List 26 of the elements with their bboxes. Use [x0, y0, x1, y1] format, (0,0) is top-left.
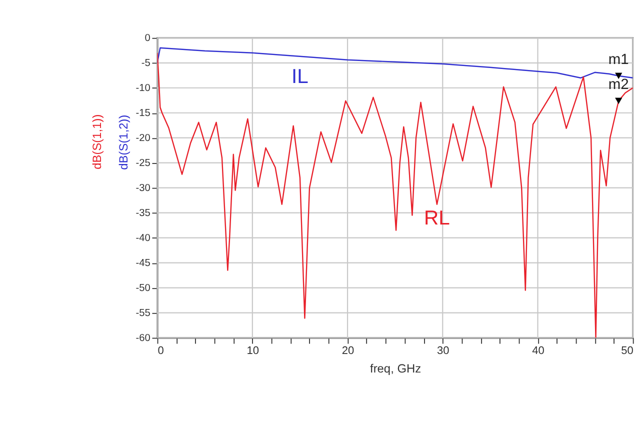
y-tick-label: -55 — [136, 308, 151, 320]
y-tick-label: -15 — [136, 108, 151, 120]
x-tick-label: 10 — [246, 344, 260, 357]
x-tick-label: 30 — [436, 344, 450, 357]
y-tick-label: -35 — [136, 208, 151, 220]
x-tick-label: 20 — [342, 344, 354, 357]
annotation: m1 — [608, 52, 629, 68]
x-tick-label: 0 — [158, 344, 164, 357]
y-tick-label: -50 — [136, 283, 151, 294]
y-tick-label: -45 — [136, 258, 151, 270]
y-tick-label: 0 — [144, 33, 151, 44]
y-tick-label: -25 — [136, 158, 151, 170]
y-axis-title: dB(S(1,2)) — [116, 114, 130, 170]
y-tick-label: -5 — [141, 58, 151, 70]
y-tick-label: -60 — [136, 333, 151, 344]
x-tick-label: 40 — [532, 344, 544, 357]
series-label: IL — [292, 66, 308, 88]
y-tick-label: -10 — [136, 83, 151, 94]
y-tick-label: -40 — [136, 233, 151, 244]
series-label: RL — [424, 207, 450, 230]
x-axis-title: freq, GHz — [370, 361, 422, 376]
y-tick-label: -30 — [136, 183, 151, 194]
y-tick-label: -20 — [136, 133, 151, 144]
text: dB(S(1,1)) — [90, 114, 104, 170]
x-tick-label: 50 — [621, 344, 634, 357]
annotation: m2 — [608, 76, 629, 93]
